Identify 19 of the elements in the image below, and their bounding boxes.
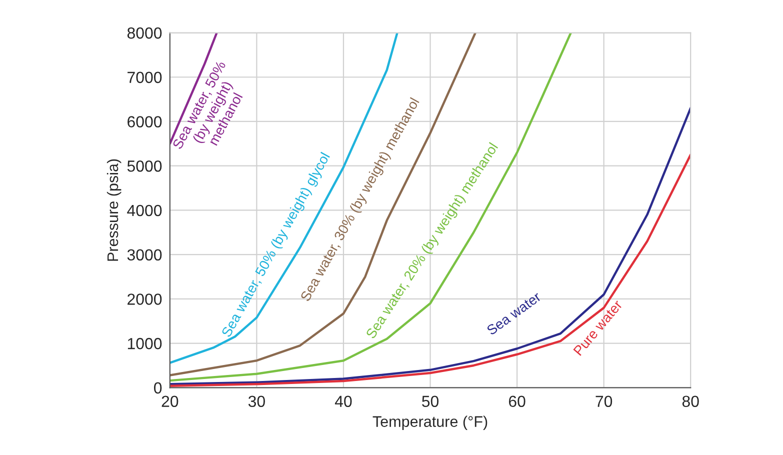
x-tick-label: 40 bbox=[334, 396, 352, 408]
y-tick-label: 0 bbox=[154, 382, 162, 394]
x-axis-title: Temperature (°F) bbox=[372, 416, 488, 430]
y-tick-label: 8000 bbox=[127, 27, 162, 39]
x-tick-label: 20 bbox=[162, 396, 178, 408]
x-tick-label: 80 bbox=[682, 396, 699, 408]
y-tick-label: 7000 bbox=[128, 72, 162, 84]
line-series bbox=[170, 32, 572, 382]
y-axis-title: Pressure (psia) bbox=[106, 159, 122, 261]
x-tick-label: 30 bbox=[248, 396, 265, 408]
y-tick-label: 6000 bbox=[128, 116, 162, 128]
y-tick-label: 4000 bbox=[127, 204, 162, 216]
x-tick-label: 70 bbox=[596, 396, 612, 408]
y-tick-label: 2000 bbox=[128, 294, 162, 305]
y-tick-label: 3000 bbox=[127, 249, 162, 261]
y-tick-label: 1000 bbox=[128, 338, 162, 350]
y-tick-label: 5000 bbox=[127, 160, 162, 172]
x-tick-label: 60 bbox=[508, 396, 526, 408]
x-tick-label: 50 bbox=[422, 396, 439, 408]
